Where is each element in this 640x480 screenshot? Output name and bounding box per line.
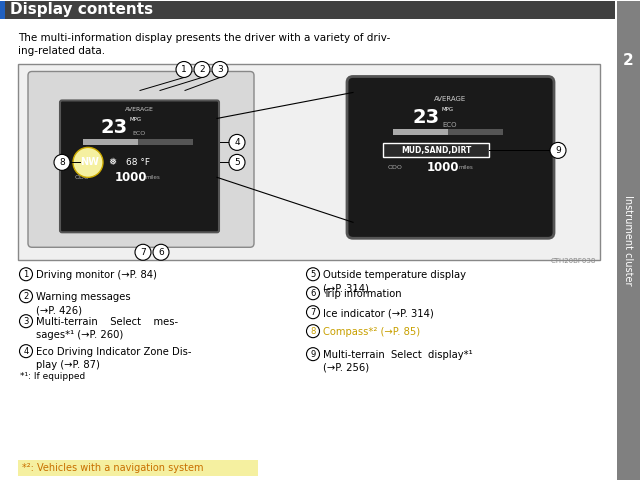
Text: Multi-terrain    Select    mes-
sages*¹ (→P. 260): Multi-terrain Select mes- sages*¹ (→P. 2… (36, 317, 178, 340)
Bar (617, 0, 640, 480)
Text: Display contents: Display contents (10, 2, 153, 17)
Bar (0, 0, 5, 19)
FancyBboxPatch shape (60, 100, 219, 232)
Bar (18, 460, 258, 476)
Text: 9: 9 (310, 349, 316, 359)
Bar (0, 0, 615, 19)
Text: *¹: If equipped: *¹: If equipped (20, 372, 85, 381)
Text: 4: 4 (24, 347, 29, 356)
Circle shape (194, 61, 210, 77)
Text: 7: 7 (140, 248, 146, 257)
Text: 1: 1 (181, 65, 187, 74)
Text: ODO: ODO (75, 175, 90, 180)
Text: ECO: ECO (443, 122, 457, 129)
Circle shape (19, 268, 33, 281)
Text: Eco Driving Indicator Zone Dis-
play (→P. 87): Eco Driving Indicator Zone Dis- play (→P… (36, 347, 191, 370)
Text: 6: 6 (158, 248, 164, 257)
Text: 23: 23 (413, 108, 440, 128)
Text: MUD,SAND,DIRT: MUD,SAND,DIRT (401, 146, 471, 155)
Circle shape (307, 348, 319, 360)
Text: Instrument cluster: Instrument cluster (623, 195, 633, 286)
Circle shape (212, 61, 228, 77)
Text: MPG: MPG (129, 118, 141, 122)
Text: 7: 7 (310, 308, 316, 317)
Text: 9: 9 (555, 146, 561, 155)
Bar (383, 144, 489, 157)
Text: AVERAGE: AVERAGE (125, 108, 154, 112)
Text: NW: NW (81, 157, 99, 168)
Circle shape (73, 147, 103, 177)
Circle shape (307, 306, 319, 319)
Circle shape (550, 143, 566, 158)
FancyBboxPatch shape (28, 72, 254, 247)
Text: The multi-information display presents the driver with a variety of driv-
ing-re: The multi-information display presents t… (18, 33, 390, 56)
Text: 8: 8 (310, 327, 316, 336)
Text: Compass*² (→P. 85): Compass*² (→P. 85) (323, 327, 420, 337)
Text: 23: 23 (101, 119, 128, 137)
Text: 5: 5 (234, 158, 240, 167)
Text: Outside temperature display
(→P. 314): Outside temperature display (→P. 314) (323, 270, 466, 293)
Text: AVERAGE: AVERAGE (434, 96, 466, 102)
Circle shape (229, 155, 245, 170)
Text: 1000: 1000 (427, 161, 460, 174)
Text: Warning messages
(→P. 426): Warning messages (→P. 426) (36, 292, 131, 315)
Circle shape (307, 268, 319, 281)
Bar (393, 130, 448, 135)
Circle shape (307, 287, 319, 300)
FancyBboxPatch shape (347, 76, 554, 238)
Circle shape (54, 155, 70, 170)
Circle shape (307, 324, 319, 337)
Text: 4: 4 (234, 138, 240, 147)
Text: ECO: ECO (132, 132, 146, 136)
Text: 6: 6 (310, 289, 316, 298)
Circle shape (229, 134, 245, 150)
Text: 2: 2 (24, 292, 29, 300)
Text: ❅: ❅ (108, 157, 116, 168)
Text: ODO: ODO (388, 165, 403, 170)
Text: 8: 8 (59, 158, 65, 167)
Text: 3: 3 (217, 65, 223, 74)
Text: *²: Vehicles with a navigation system: *²: Vehicles with a navigation system (22, 463, 204, 473)
Text: 2: 2 (199, 65, 205, 74)
Text: 1000: 1000 (115, 171, 147, 184)
Bar (83, 139, 138, 145)
Text: miles: miles (459, 165, 474, 170)
Text: CTH20BF038: CTH20BF038 (550, 258, 596, 264)
Text: MPG: MPG (441, 108, 453, 112)
Bar (83, 139, 193, 145)
Text: Multi-terrain  Select  display*¹
(→P. 256): Multi-terrain Select display*¹ (→P. 256) (323, 350, 472, 373)
Text: 5: 5 (310, 270, 316, 279)
Circle shape (19, 290, 33, 303)
Text: Driving monitor (→P. 84): Driving monitor (→P. 84) (36, 270, 157, 280)
Circle shape (176, 61, 192, 77)
Circle shape (135, 244, 151, 260)
Text: Trip information: Trip information (323, 289, 402, 299)
Bar (18, 64, 600, 260)
Text: miles: miles (146, 175, 161, 180)
Text: 1: 1 (24, 270, 29, 279)
Circle shape (19, 345, 33, 358)
Text: 68 °F: 68 °F (126, 158, 150, 167)
Bar (393, 130, 503, 135)
Text: Ice indicator (→P. 314): Ice indicator (→P. 314) (323, 308, 434, 318)
Circle shape (153, 244, 169, 260)
Text: 3: 3 (23, 317, 29, 326)
Text: 2: 2 (623, 53, 634, 68)
Circle shape (19, 315, 33, 328)
